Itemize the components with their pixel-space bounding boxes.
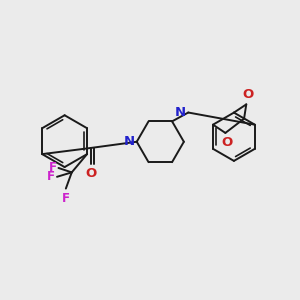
Text: F: F (48, 161, 56, 175)
Text: O: O (242, 88, 254, 101)
Text: O: O (221, 136, 232, 149)
Text: F: F (47, 170, 55, 183)
Text: N: N (174, 106, 186, 119)
Text: F: F (62, 192, 70, 205)
Text: O: O (85, 167, 97, 180)
Text: N: N (123, 135, 134, 148)
